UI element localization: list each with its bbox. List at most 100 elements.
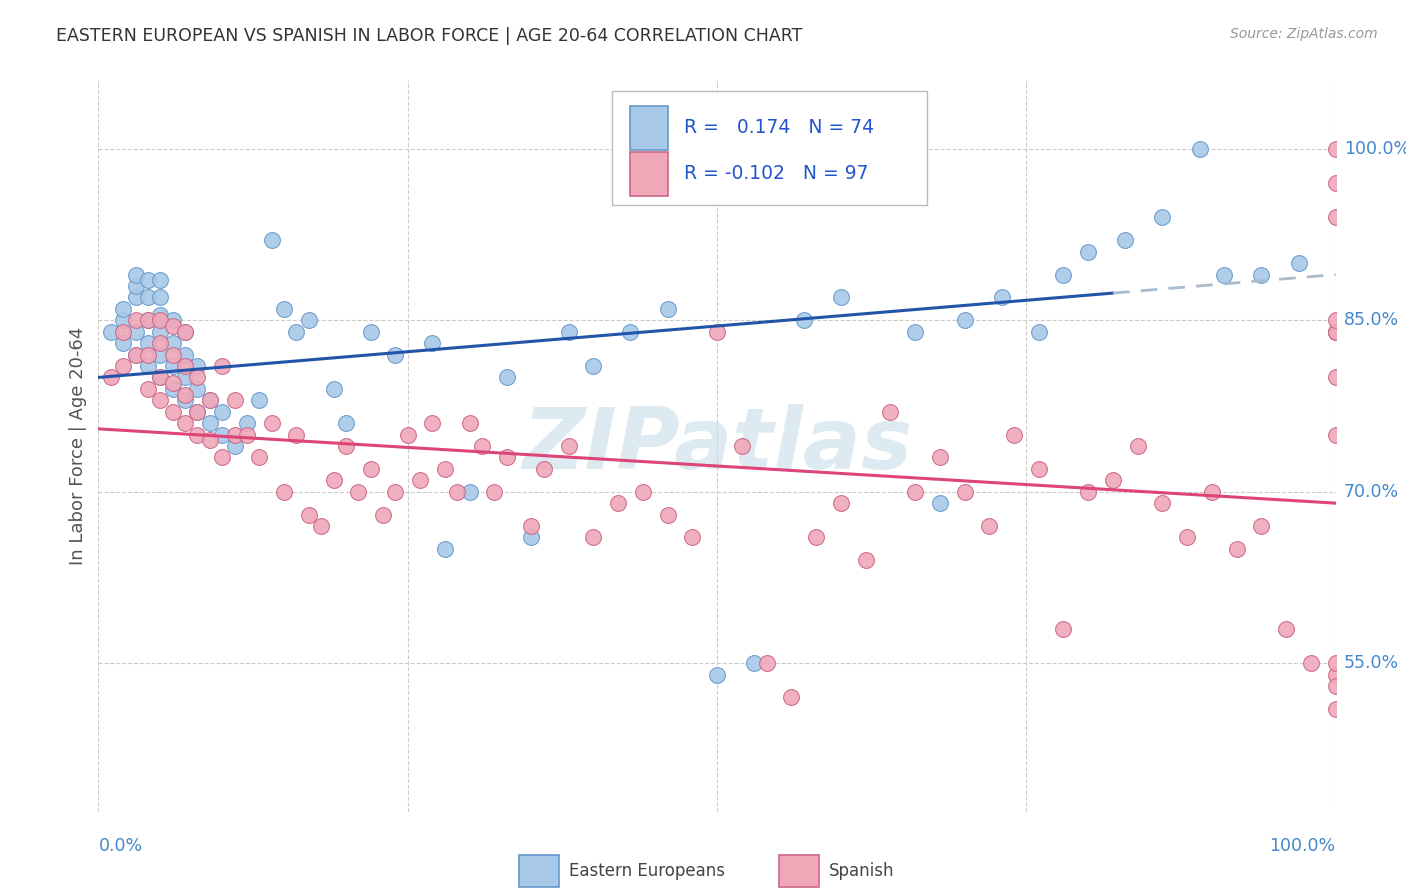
- Point: [100, 370, 122, 384]
- Point: [285, 325, 308, 339]
- Point: [124, 348, 146, 362]
- Point: [162, 359, 184, 373]
- Point: [162, 376, 184, 391]
- Point: [953, 484, 976, 499]
- Text: 55.0%: 55.0%: [1344, 654, 1399, 673]
- Point: [458, 416, 481, 430]
- Point: [162, 336, 184, 351]
- Point: [755, 656, 778, 670]
- Point: [112, 313, 135, 327]
- Point: [124, 268, 146, 282]
- Point: [224, 427, 246, 442]
- Point: [198, 393, 221, 408]
- Point: [1028, 462, 1050, 476]
- Point: [112, 359, 135, 373]
- Y-axis label: In Labor Force | Age 20-64: In Labor Force | Age 20-64: [69, 326, 87, 566]
- Point: [285, 427, 308, 442]
- Point: [953, 313, 976, 327]
- Point: [112, 325, 135, 339]
- FancyBboxPatch shape: [630, 106, 668, 150]
- Point: [1324, 211, 1347, 225]
- Point: [557, 439, 579, 453]
- Text: Eastern Europeans: Eastern Europeans: [568, 862, 724, 880]
- Point: [211, 359, 233, 373]
- Point: [149, 336, 172, 351]
- Point: [174, 359, 197, 373]
- Point: [1052, 268, 1074, 282]
- Point: [928, 496, 950, 510]
- Point: [1324, 142, 1347, 156]
- Point: [124, 279, 146, 293]
- Point: [830, 290, 852, 304]
- Point: [433, 462, 456, 476]
- Point: [804, 530, 827, 544]
- Point: [607, 496, 630, 510]
- Point: [1324, 325, 1347, 339]
- Point: [236, 416, 259, 430]
- Point: [136, 336, 159, 351]
- Point: [446, 484, 468, 499]
- Point: [1077, 244, 1099, 259]
- FancyBboxPatch shape: [612, 91, 928, 204]
- Point: [866, 187, 889, 202]
- Point: [224, 393, 246, 408]
- FancyBboxPatch shape: [779, 855, 818, 887]
- Point: [236, 427, 259, 442]
- Point: [273, 484, 295, 499]
- Point: [1077, 484, 1099, 499]
- Point: [1226, 541, 1249, 556]
- Point: [1114, 233, 1136, 247]
- Point: [1324, 667, 1347, 681]
- Point: [198, 416, 221, 430]
- Point: [1188, 142, 1211, 156]
- Point: [186, 427, 208, 442]
- Point: [136, 313, 159, 327]
- Point: [260, 416, 283, 430]
- Point: [162, 318, 184, 333]
- Point: [422, 336, 444, 351]
- Point: [260, 233, 283, 247]
- Point: [136, 290, 159, 304]
- Point: [904, 484, 927, 499]
- Point: [1324, 325, 1347, 339]
- Point: [520, 530, 543, 544]
- Point: [298, 508, 321, 522]
- Point: [1324, 325, 1347, 339]
- Point: [1299, 656, 1322, 670]
- Point: [780, 690, 803, 705]
- Point: [162, 382, 184, 396]
- Point: [174, 393, 197, 408]
- Text: ZIPatlas: ZIPatlas: [522, 404, 912, 488]
- Point: [100, 325, 122, 339]
- Point: [174, 387, 197, 401]
- Text: Source: ZipAtlas.com: Source: ZipAtlas.com: [1230, 27, 1378, 41]
- Point: [136, 313, 159, 327]
- FancyBboxPatch shape: [630, 152, 668, 196]
- Point: [186, 405, 208, 419]
- Point: [186, 370, 208, 384]
- Point: [149, 370, 172, 384]
- Point: [136, 348, 159, 362]
- Point: [247, 450, 270, 465]
- Point: [186, 382, 208, 396]
- Point: [1324, 313, 1347, 327]
- Point: [904, 325, 927, 339]
- Point: [162, 405, 184, 419]
- Point: [174, 348, 197, 362]
- Point: [484, 484, 506, 499]
- Point: [631, 484, 654, 499]
- Point: [1324, 427, 1347, 442]
- Point: [149, 273, 172, 287]
- Point: [298, 313, 321, 327]
- Point: [335, 416, 357, 430]
- Point: [1324, 325, 1347, 339]
- Point: [384, 348, 406, 362]
- Point: [124, 290, 146, 304]
- Point: [149, 348, 172, 362]
- Point: [495, 450, 517, 465]
- Point: [149, 313, 172, 327]
- Point: [1324, 176, 1347, 190]
- Point: [211, 450, 233, 465]
- Point: [533, 462, 555, 476]
- Point: [211, 405, 233, 419]
